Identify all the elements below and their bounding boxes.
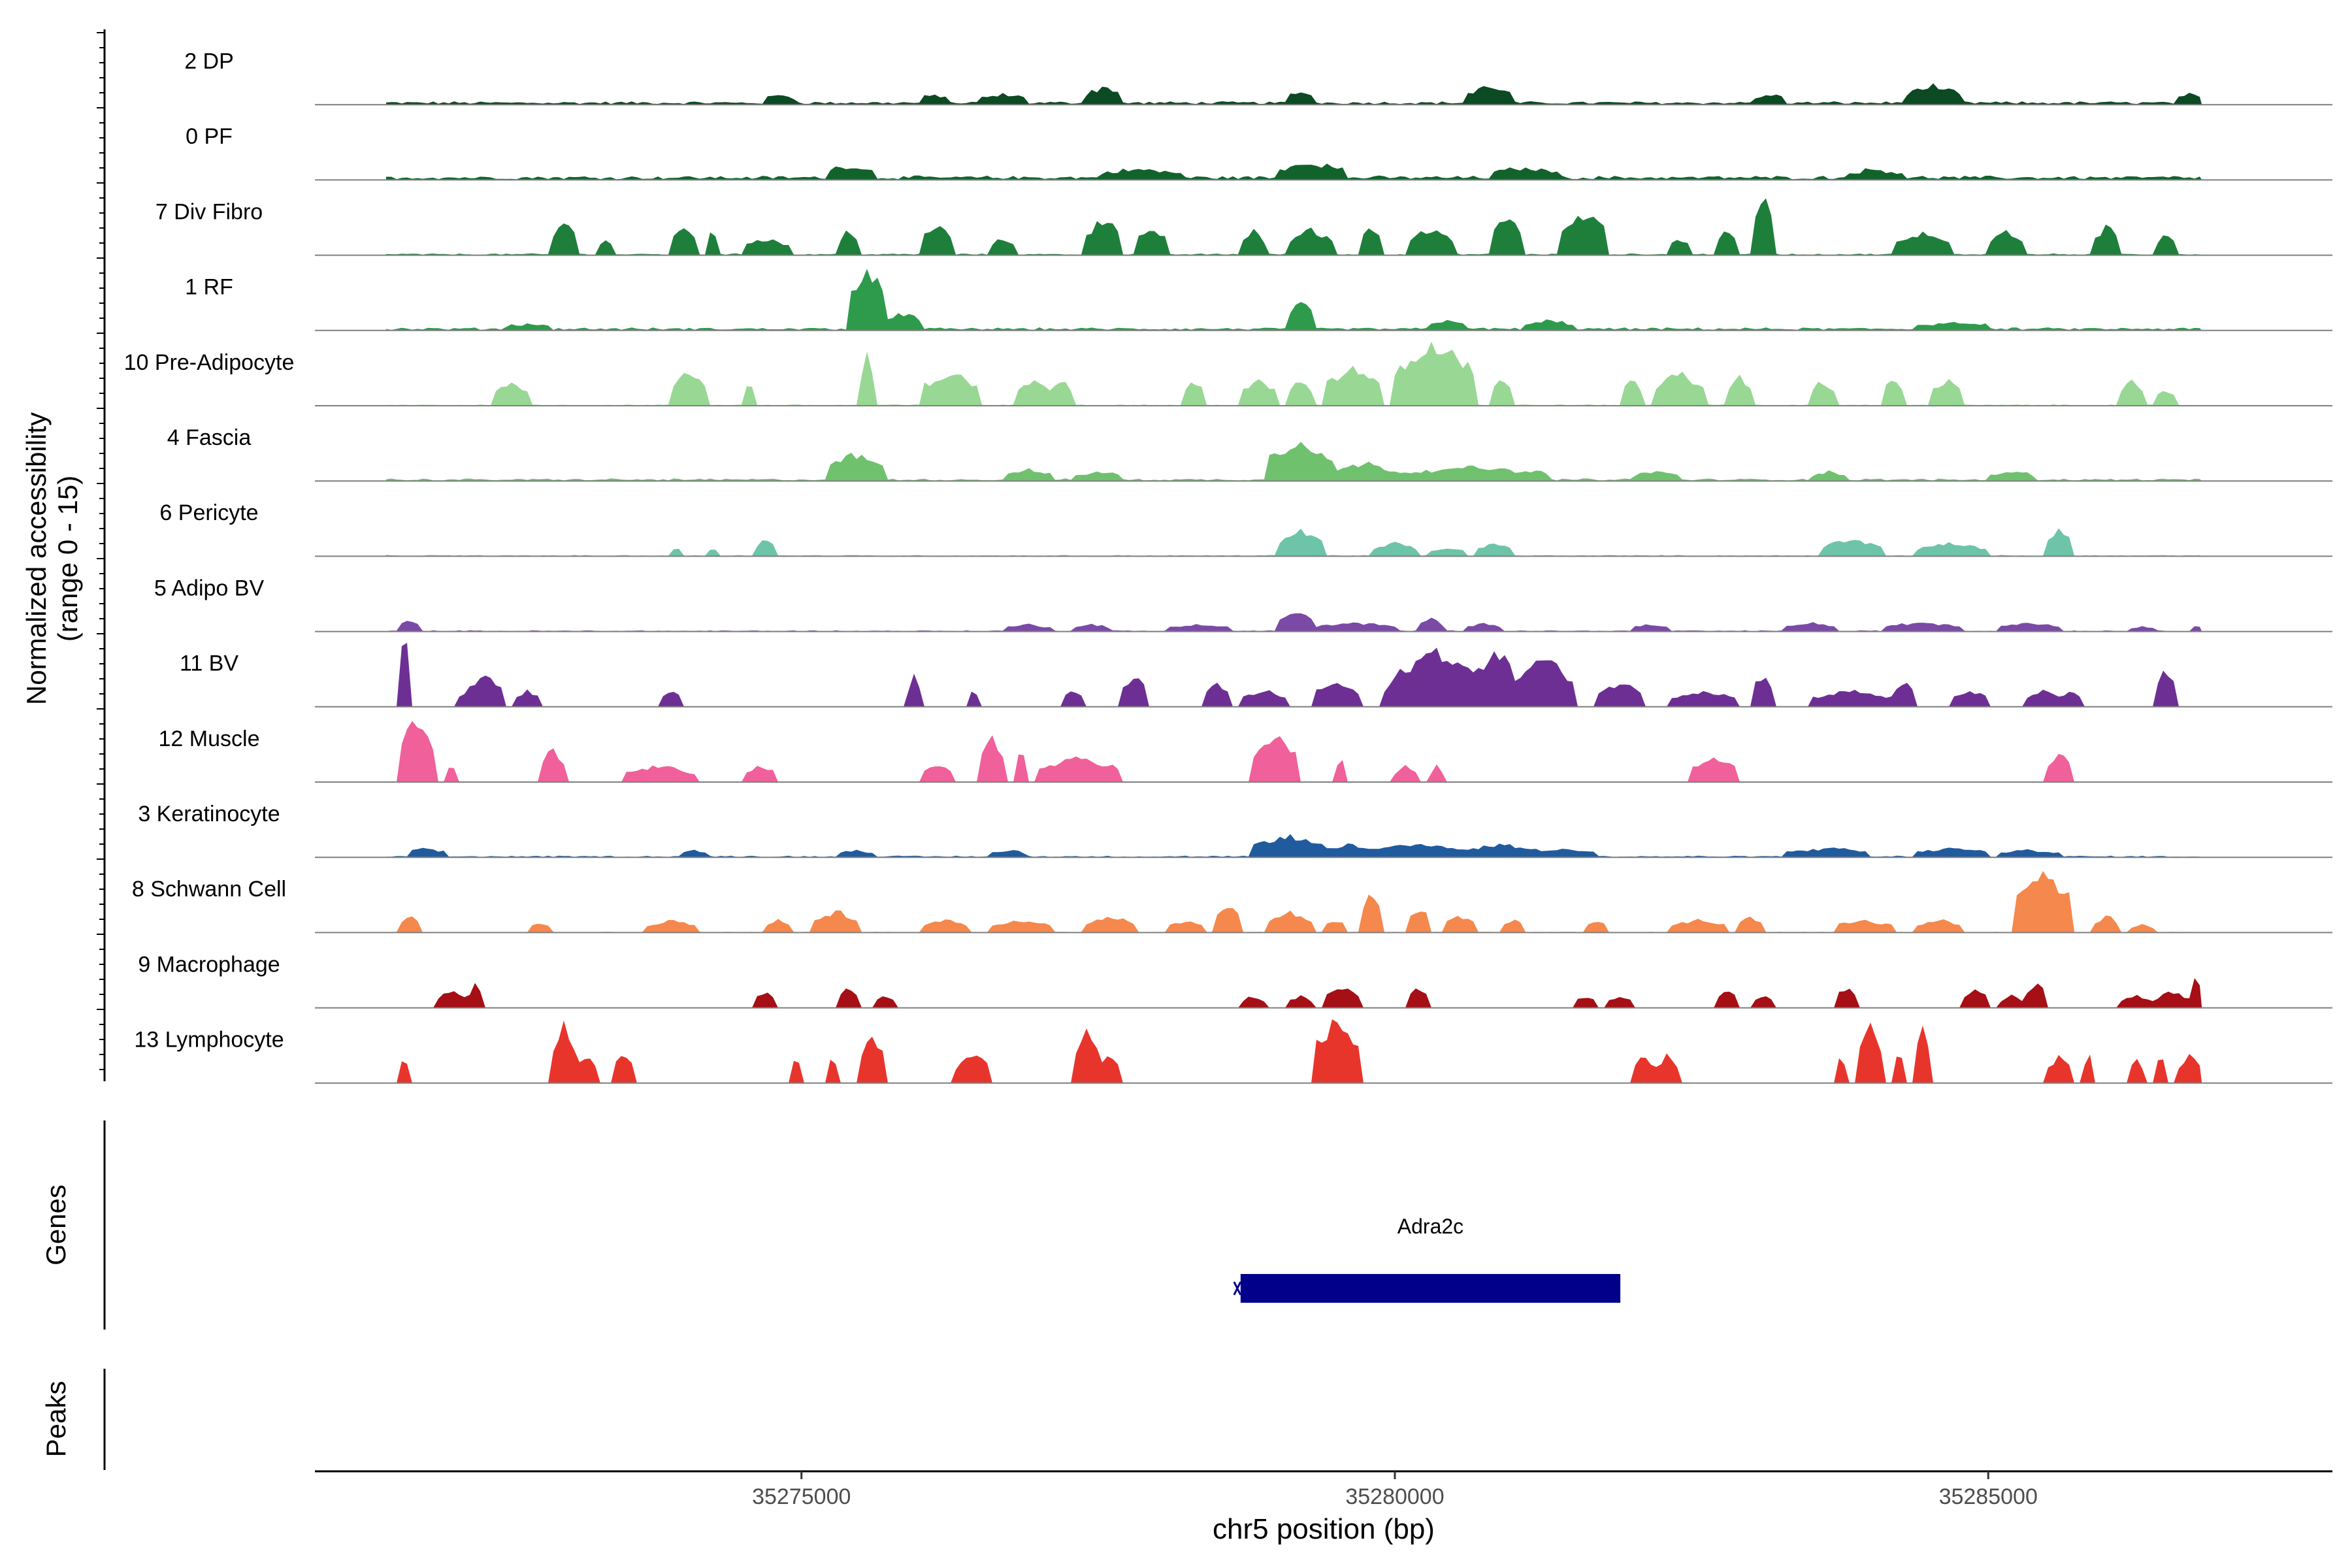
x-tick-label: 35280000 [1345, 1484, 1444, 1509]
x-tick-label: 35275000 [752, 1484, 851, 1509]
track-area [385, 442, 2202, 482]
track-label: 12 Muscle [159, 727, 260, 751]
track-label: 2 DP [184, 49, 234, 74]
x-axis-title: chr5 position (bp) [1213, 1513, 1435, 1545]
track-label: 6 Pericyte [159, 500, 258, 525]
track-10-pre-adipocyte: 10 Pre-Adipocyte [124, 342, 2332, 406]
track-label: 10 Pre-Adipocyte [124, 350, 295, 375]
gene-body [1240, 1274, 1621, 1303]
track-area [385, 269, 2202, 331]
track-13-lymphocyte: 13 Lymphocyte [134, 1019, 2332, 1084]
track-area [385, 871, 2202, 933]
track-12-muscle: 12 Muscle [159, 721, 2332, 783]
track-0-pf: 0 PF [186, 124, 2332, 181]
genes-panel-label: Genes [41, 1184, 71, 1266]
track-label: 9 Macrophage [138, 952, 280, 977]
track-area [385, 83, 2202, 105]
track-label: 11 BV [180, 651, 238, 676]
track-label: 5 Adipo BV [154, 576, 265, 600]
track-5-adipo-bv: 5 Adipo BV [154, 576, 2332, 632]
coverage-y-axis-ticks [97, 32, 105, 1070]
track-label: 1 RF [185, 275, 233, 300]
gene-strand-marker [1233, 1281, 1242, 1296]
track-area [385, 163, 2202, 180]
track-area [385, 342, 2202, 406]
track-label: 8 Schwann Cell [132, 877, 286, 902]
peaks-panel-label: Peaks [41, 1381, 71, 1458]
x-tick-label: 35285000 [1939, 1484, 2038, 1509]
gene-label: Adra2c [1397, 1215, 1463, 1238]
track-2-dp: 2 DP [184, 49, 2332, 106]
track-1-rf: 1 RF [185, 269, 2332, 331]
track-label: 13 Lymphocyte [134, 1028, 284, 1053]
track-area [385, 721, 2202, 782]
track-area [385, 834, 2202, 858]
track-label: 7 Div Fibro [155, 199, 263, 224]
gene-annotation: Adra2c [1233, 1215, 1621, 1303]
track-4-fascia: 4 Fascia [167, 425, 2332, 482]
track-area [385, 1019, 2202, 1083]
track-7-div-fibro: 7 Div Fibro [155, 198, 2332, 256]
track-area [385, 978, 2202, 1008]
track-label: 4 Fascia [167, 425, 252, 450]
track-label: 0 PF [186, 124, 233, 149]
track-6-pericyte: 6 Pericyte [159, 500, 2332, 557]
x-axis-ticks: 35275000 35280000 35285000 [752, 1471, 2038, 1509]
y-axis-title-line1: Normalized accessibility [21, 412, 52, 705]
track-label: 3 Keratinocyte [138, 802, 280, 826]
track-11-bv: 11 BV [180, 642, 2332, 708]
track-area [385, 642, 2202, 707]
track-area [385, 528, 2202, 557]
track-9-macrophage: 9 Macrophage [138, 952, 2332, 1009]
coverage-tracks: 2 DP 0 PF 7 Div Fibro 1 RF 10 Pre-Adipocyte 4… [124, 49, 2332, 1084]
y-axis-title-line2: (range 0 - 15) [52, 476, 83, 642]
track-area [385, 198, 2202, 255]
track-area [385, 613, 2202, 632]
track-3-keratinocyte: 3 Keratinocyte [138, 802, 2332, 858]
track-8-schwann-cell: 8 Schwann Cell [132, 871, 2332, 934]
